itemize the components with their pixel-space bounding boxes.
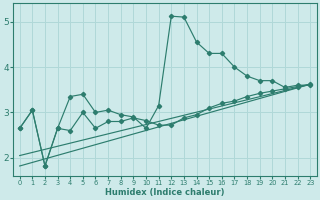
X-axis label: Humidex (Indice chaleur): Humidex (Indice chaleur) <box>105 188 225 197</box>
